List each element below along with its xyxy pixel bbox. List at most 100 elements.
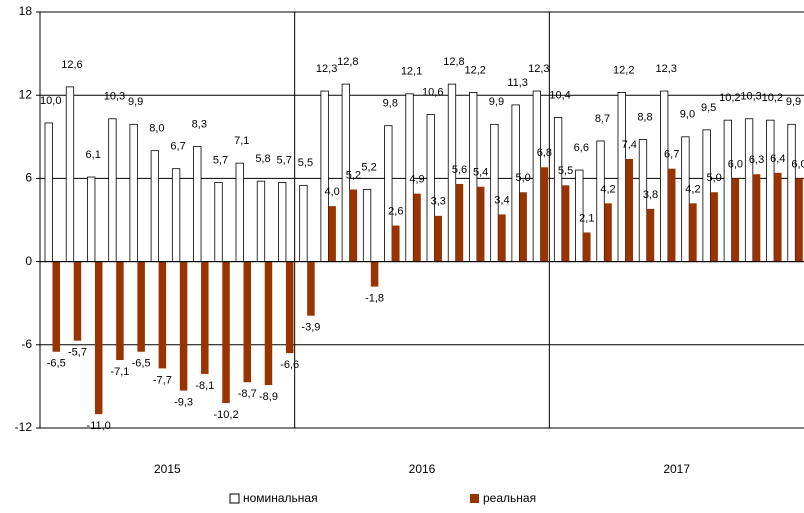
value-label: -1,8 xyxy=(365,292,384,304)
bar xyxy=(285,261,294,354)
bar xyxy=(179,261,188,391)
bar xyxy=(201,261,209,374)
bar xyxy=(490,123,499,262)
bar xyxy=(731,178,740,262)
bar xyxy=(681,136,690,263)
value-label: -8,9 xyxy=(259,391,278,403)
value-label: -5,7 xyxy=(68,347,87,359)
bar xyxy=(193,146,202,262)
bar xyxy=(667,168,676,262)
value-label: 4,2 xyxy=(600,183,615,195)
value-label: -6,6 xyxy=(280,359,299,371)
value-label: 10,6 xyxy=(422,87,443,99)
value-label: 11,3 xyxy=(507,77,528,89)
bar xyxy=(553,116,563,262)
value-label: 6,1 xyxy=(86,149,101,161)
value-label: 12,2 xyxy=(464,64,485,76)
value-label: 6,7 xyxy=(170,141,185,153)
bar xyxy=(795,178,803,262)
bar xyxy=(370,261,379,287)
value-label: 8,8 xyxy=(637,111,652,123)
bar xyxy=(532,90,542,262)
value-label: 2,6 xyxy=(388,205,403,217)
value-label: 5,5 xyxy=(298,157,313,169)
bar xyxy=(214,182,223,262)
value-label: 7,1 xyxy=(234,135,249,147)
value-label: 3,4 xyxy=(494,194,509,206)
y-tick-label: -6 xyxy=(21,337,32,351)
group-label: 2016 xyxy=(409,462,436,476)
bar xyxy=(349,189,358,262)
value-label: 12,6 xyxy=(61,59,82,71)
y-tick-label: 18 xyxy=(19,4,33,18)
legend-swatch xyxy=(229,493,240,504)
value-label: 5,0 xyxy=(515,172,530,184)
bar xyxy=(426,114,435,262)
y-tick-label: 0 xyxy=(25,254,32,268)
value-label: 9,9 xyxy=(489,96,504,108)
bar xyxy=(256,180,266,263)
value-label: -8,1 xyxy=(195,380,214,392)
bar xyxy=(561,185,570,262)
y-tick-label: 6 xyxy=(25,171,32,185)
y-tick-label: 12 xyxy=(19,87,33,101)
value-label: 5,0 xyxy=(706,172,721,184)
bar xyxy=(137,261,145,352)
bar xyxy=(328,206,336,262)
bar xyxy=(787,123,796,262)
value-label: -7,7 xyxy=(153,374,172,386)
bar xyxy=(129,123,138,262)
bar xyxy=(73,261,82,341)
value-label: 9,5 xyxy=(701,102,716,114)
legend-swatch xyxy=(470,494,479,503)
value-label: 7,4 xyxy=(622,139,637,151)
value-label: 12,3 xyxy=(528,63,549,75)
bar xyxy=(116,261,124,361)
bar xyxy=(384,125,393,262)
bar xyxy=(710,192,718,262)
value-label: 6,6 xyxy=(574,142,589,154)
value-label: 5,7 xyxy=(277,154,292,166)
bar xyxy=(65,86,75,262)
y-tick-label: -12 xyxy=(15,420,33,434)
bar xyxy=(702,129,711,263)
value-label: 5,5 xyxy=(558,165,573,177)
value-label: 9,0 xyxy=(680,109,695,121)
bar xyxy=(243,261,251,383)
value-label: 6,0 xyxy=(728,158,743,170)
bar xyxy=(264,261,273,386)
bar xyxy=(307,261,315,316)
value-label: -6,5 xyxy=(47,358,66,370)
value-label: 10,3 xyxy=(740,91,761,103)
value-label: 6,8 xyxy=(537,147,552,159)
value-label: 10,2 xyxy=(719,92,740,104)
bar xyxy=(617,92,626,263)
value-label: 5,2 xyxy=(361,161,376,173)
bar xyxy=(476,186,485,262)
value-label: 5,4 xyxy=(473,167,488,179)
bar xyxy=(455,183,464,262)
bar xyxy=(52,261,60,352)
value-label: -6,5 xyxy=(132,358,151,370)
value-label: 8,3 xyxy=(192,118,207,130)
group-label: 2017 xyxy=(663,462,690,476)
value-label: 5,2 xyxy=(346,169,361,181)
bar xyxy=(766,119,775,263)
bar xyxy=(519,192,527,262)
bar xyxy=(222,261,230,404)
value-label: 5,7 xyxy=(213,154,228,166)
value-label: -10,2 xyxy=(213,409,238,421)
value-label: -3,9 xyxy=(301,322,320,334)
bar xyxy=(596,140,605,263)
value-label: 3,3 xyxy=(431,196,446,208)
value-label: 10,2 xyxy=(762,92,783,104)
bar xyxy=(150,150,160,263)
bar xyxy=(498,214,506,262)
value-label: 10,4 xyxy=(549,89,570,101)
bar xyxy=(583,232,591,262)
bar xyxy=(362,189,372,262)
bar xyxy=(723,119,733,263)
value-label: 12,1 xyxy=(401,66,422,78)
